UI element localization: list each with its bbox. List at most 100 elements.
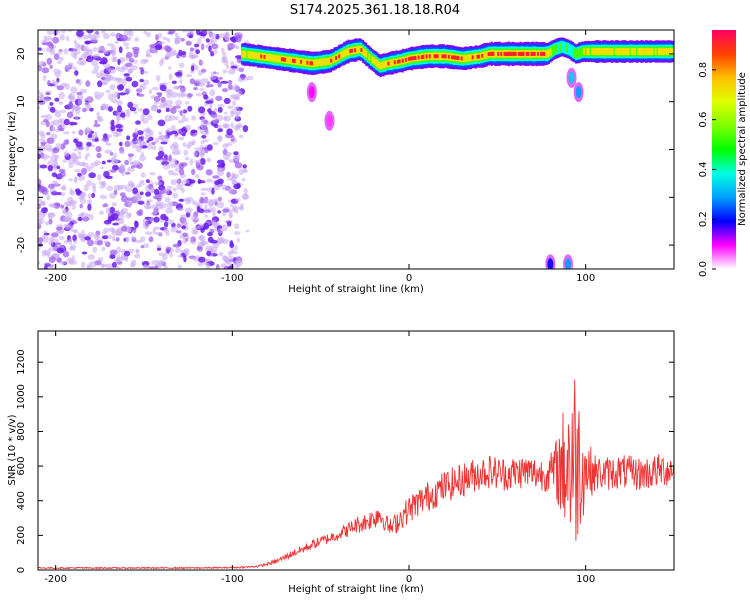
ridge-cell	[543, 52, 546, 56]
noise-blob	[207, 232, 213, 237]
noise-blob	[88, 34, 97, 41]
noise-blob	[187, 141, 194, 147]
noise-blob	[68, 238, 73, 245]
noise-blob	[131, 144, 139, 149]
y-tick-label: 1000	[16, 384, 27, 409]
noise-blob	[107, 43, 114, 47]
noise-blob	[196, 205, 201, 213]
noise-blob	[172, 187, 177, 192]
frequency-ridge	[241, 37, 674, 78]
ridge-cell	[276, 55, 279, 63]
noise-blob	[174, 39, 181, 45]
noise-blob	[49, 236, 55, 241]
noise-blob	[242, 125, 249, 133]
noise-blob	[64, 83, 70, 90]
noise-blob	[62, 159, 67, 163]
noise-blob	[81, 167, 87, 175]
noise-blob	[46, 137, 55, 144]
noise-blob	[74, 70, 79, 76]
noise-blob	[44, 262, 51, 265]
y-tick-label: 400	[16, 491, 27, 510]
ridge-cell	[341, 51, 344, 59]
noise-blob	[240, 74, 246, 80]
noise-blob	[157, 93, 162, 98]
ridge-cell	[568, 43, 571, 56]
noise-blob	[115, 256, 124, 263]
noise-blob	[46, 30, 54, 36]
ridge-cell	[495, 50, 498, 58]
noise-blob	[70, 86, 78, 94]
noise-blob	[227, 265, 233, 269]
colorbar-gradient	[712, 30, 736, 269]
noise-blob	[206, 178, 214, 183]
noise-blob	[126, 51, 133, 59]
noise-blob	[110, 156, 117, 162]
noise-blob	[229, 214, 233, 218]
ridge-cell	[514, 51, 517, 56]
noise-blob	[72, 234, 77, 242]
ridge-cell	[241, 50, 244, 58]
noise-blob	[49, 102, 54, 106]
ridge-cell	[455, 55, 458, 60]
ridge-cell	[460, 56, 463, 61]
noise-blob	[73, 157, 79, 162]
ridge-cell	[282, 57, 285, 62]
noise-blob	[83, 184, 89, 192]
noise-blob	[174, 116, 179, 121]
noise-blob	[118, 66, 126, 73]
noise-blob	[136, 139, 143, 143]
noise-blob	[242, 164, 247, 169]
ridge-cell	[536, 51, 539, 56]
noise-blob	[102, 33, 110, 40]
noise-blob	[112, 238, 118, 242]
ridge-cell	[476, 54, 479, 59]
noise-blob	[81, 251, 88, 255]
noise-blob	[49, 203, 57, 208]
noise-blob	[184, 207, 193, 214]
noise-blob	[112, 153, 118, 158]
noise-blob	[139, 179, 145, 184]
ridge-cell	[544, 50, 547, 58]
noise-blob	[149, 172, 156, 176]
noise-blob	[230, 122, 234, 129]
noise-blob	[122, 42, 130, 46]
noise-blob	[191, 200, 196, 205]
noise-blob	[115, 266, 121, 269]
noise-blob	[56, 165, 61, 170]
noise-blob	[180, 128, 187, 132]
snr-x-label: Height of straight line (km)	[288, 584, 424, 595]
ridge-cell	[309, 61, 312, 66]
noise-blob	[101, 77, 109, 85]
noise-blob	[209, 102, 213, 109]
noise-blob	[169, 252, 173, 258]
noise-blob	[45, 154, 50, 159]
noise-blob	[106, 185, 114, 191]
noise-blob	[46, 131, 51, 136]
noise-blob	[139, 78, 145, 83]
noise-blob	[85, 80, 91, 87]
noise-blob	[75, 141, 83, 148]
noise-blob	[48, 240, 54, 246]
noise-blob	[167, 127, 172, 133]
noise-blob	[206, 157, 212, 163]
noise-blob	[167, 89, 174, 94]
ridge-cell	[479, 52, 482, 60]
noise-blob	[170, 107, 177, 114]
noise-blob	[243, 188, 248, 194]
noise-blob	[167, 31, 174, 35]
ridge-cell	[505, 51, 508, 56]
noise-blob	[121, 78, 127, 86]
noise-blob	[79, 61, 85, 66]
ridge-cell	[459, 54, 461, 62]
noise-blob	[188, 34, 193, 39]
ridge-cell	[571, 45, 574, 58]
ridge-cell	[517, 52, 520, 56]
ridge-cell	[622, 48, 625, 56]
noise-blob	[222, 116, 228, 121]
noise-blob	[58, 92, 65, 100]
noise-blob	[87, 254, 96, 260]
ridge-cell	[592, 48, 595, 55]
noise-blob	[218, 251, 224, 257]
ridge-cell	[328, 57, 331, 65]
